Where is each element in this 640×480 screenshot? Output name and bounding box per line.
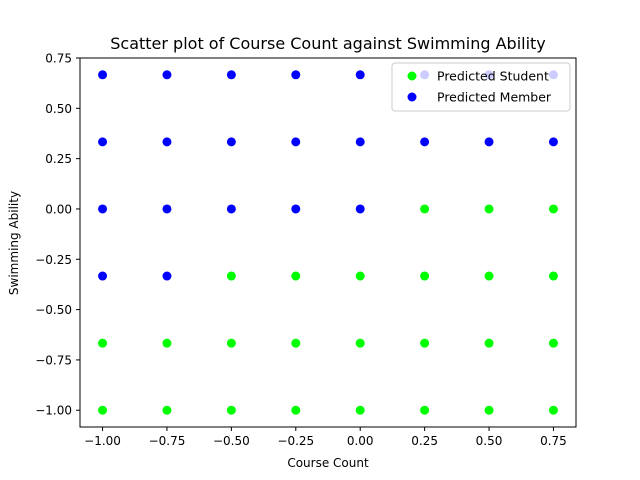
point-member-12 [420, 137, 430, 147]
point-student-21 [548, 271, 558, 281]
y-tick-label-4: 0.00 [45, 202, 72, 216]
point-student-5 [420, 405, 430, 415]
x-tick-label-5: 0.25 [411, 434, 438, 448]
point-student-19 [420, 271, 430, 281]
point-student-1 [162, 405, 172, 415]
point-student-4 [355, 405, 365, 415]
legend-marker-member [407, 92, 417, 102]
plot-frame [79, 57, 577, 428]
point-student-13 [420, 338, 430, 348]
point-student-2 [226, 405, 236, 415]
legend-marker-student [407, 71, 417, 81]
x-axis: −1.00 −0.75 −0.50 −0.25 0.00 0.25 0.50 0.75 [84, 427, 567, 448]
legend-box [391, 62, 571, 112]
point-member-9 [226, 137, 236, 147]
point-student-6 [484, 405, 494, 415]
point-student-8 [98, 338, 108, 348]
point-student-15 [548, 338, 558, 348]
point-member-11 [355, 137, 365, 147]
y-tick-label-7: 0.75 [45, 52, 72, 66]
point-member-0 [98, 271, 108, 281]
point-student-18 [355, 271, 365, 281]
point-member-17 [226, 70, 236, 80]
y-axis: −1.00 −0.75 −0.50 −0.25 0.00 0.25 0.50 0.75 [35, 52, 80, 418]
point-student-3 [291, 405, 301, 415]
x-tick-label-4: 0.00 [347, 434, 374, 448]
point-member-10 [291, 137, 301, 147]
point-member-7 [98, 137, 108, 147]
point-student-10 [226, 338, 236, 348]
point-member-19 [355, 70, 365, 80]
chart-title: Scatter plot of Course Count against Swi… [110, 34, 546, 53]
y-tick-label-5: 0.25 [45, 152, 72, 166]
y-tick-label-6: 0.50 [45, 102, 72, 116]
x-tick-label-0: −1.00 [84, 434, 121, 448]
x-tick-label-1: −0.75 [149, 434, 186, 448]
point-member-15 [98, 70, 108, 80]
point-student-11 [291, 338, 301, 348]
legend-label-student: Predicted Student [437, 69, 549, 84]
y-axis-label: Swimming Ability [7, 191, 21, 295]
point-student-7 [548, 405, 558, 415]
point-member-14 [548, 137, 558, 147]
x-axis-label: Course Count [287, 456, 369, 470]
x-tick-label-6: 0.50 [476, 434, 503, 448]
point-member-13 [484, 137, 494, 147]
legend: Predicted Student Predicted Member [391, 62, 571, 112]
point-student-16 [226, 271, 236, 281]
point-member-6 [355, 204, 365, 214]
point-member-18 [291, 70, 301, 80]
point-student-9 [162, 338, 172, 348]
point-member-8 [162, 137, 172, 147]
x-tick-label-7: 0.75 [540, 434, 567, 448]
point-student-17 [291, 271, 301, 281]
points-layer [98, 70, 558, 415]
point-student-12 [355, 338, 365, 348]
point-member-1 [162, 271, 172, 281]
point-student-23 [484, 204, 494, 214]
point-student-14 [484, 338, 494, 348]
point-student-24 [548, 204, 558, 214]
y-tick-label-3: −0.25 [35, 253, 72, 267]
y-tick-label-0: −1.00 [35, 404, 72, 418]
y-tick-label-2: −0.50 [35, 303, 72, 317]
point-member-2 [98, 204, 108, 214]
point-student-22 [420, 204, 430, 214]
point-student-0 [98, 405, 108, 415]
x-tick-label-2: −0.50 [213, 434, 250, 448]
x-tick-label-3: −0.25 [277, 434, 314, 448]
point-student-20 [484, 271, 494, 281]
point-member-5 [291, 204, 301, 214]
y-tick-label-1: −0.75 [35, 353, 72, 367]
point-member-3 [162, 204, 172, 214]
point-member-4 [226, 204, 236, 214]
legend-label-member: Predicted Member [437, 90, 552, 105]
point-member-16 [162, 70, 172, 80]
